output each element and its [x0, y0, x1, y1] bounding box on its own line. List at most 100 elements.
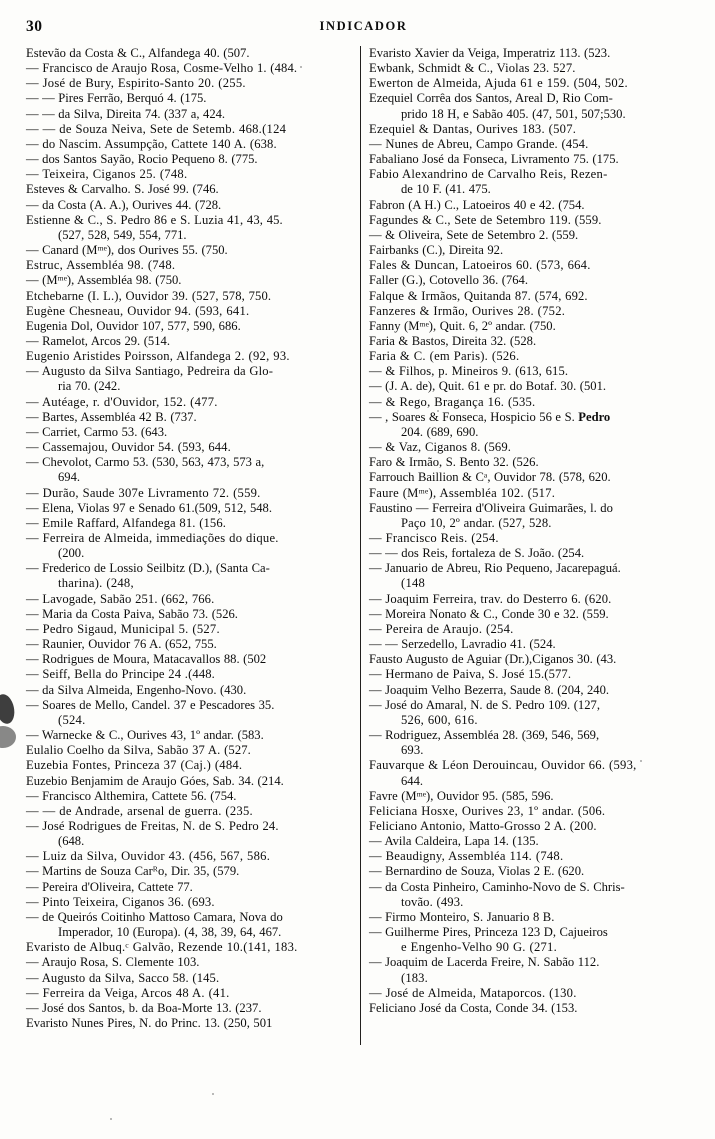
directory-entry: — — Serzedello, Lavradio 41. (524.: [369, 637, 556, 652]
directory-entry: — — dos Reis, fortaleza de S. João. (254…: [369, 546, 585, 561]
directory-entry: Fanzeres & Irmão, Ourives 28. (752.: [369, 303, 566, 318]
directory-entry: (524.: [58, 712, 86, 727]
running-head: 30 INDICADOR: [26, 18, 689, 40]
directory-entry: Fagundes & C., Sete de Setembro 119. (55…: [369, 212, 602, 227]
directory-entry: — Joaquim Ferreira, trav. do Desterro 6.…: [369, 591, 612, 606]
directory-entry: — & Rego, Bragança 16. (535.: [369, 394, 536, 409]
directory-entry: — Raunier, Ouvidor 76 A. (652, 755.: [26, 637, 217, 652]
directory-column-right: Evaristo Xavier da Veiga, Imperatriz 113…: [360, 46, 689, 1101]
directory-entry: Fales & Duncan, Latoeiros 60. (573, 664.: [369, 258, 591, 273]
directory-entry: tharina). (248,: [58, 576, 134, 591]
directory-entry: Eulalio Coelho da Silva, Sabão 37 A. (52…: [26, 743, 251, 758]
directory-entry: 693.: [401, 743, 424, 758]
directory-entry: — Hermano de Paiva, S. José 15.(577.: [369, 667, 572, 682]
scan-speck: [640, 760, 642, 762]
directory-entry: — José de Almeida, Mataporcos. (130.: [369, 985, 577, 1000]
directory-entry: (527, 528, 549, 554, 771.: [58, 227, 187, 242]
directory-entry: Faure (Mᵐᵉ), Assembléa 102. (517.: [369, 485, 556, 500]
directory-entry: — Canard (Mᵐᵉ), dos Ourives 55. (750.: [26, 243, 228, 258]
directory-entry: — Durão, Saude 307e Livramento 72. (559.: [26, 485, 261, 500]
directory-entry: — da Costa (A. A.), Ourives 44. (728.: [26, 197, 222, 212]
directory-entry: — Pinto Teixeira, Ciganos 36. (693.: [26, 894, 215, 909]
directory-entry: — Januario de Abreu, Rio Pequeno, Jacare…: [369, 561, 621, 576]
directory-entry: — Francisco Althemira, Cattete 56. (754.: [26, 788, 237, 803]
directory-entry: Falque & Irmãos, Quitanda 87. (574, 692.: [369, 288, 588, 303]
directory-entry: — José Rodrigues de Freitas, N. de S. Pe…: [26, 818, 279, 833]
directory-entry: — Beaudigny, Assembléa 114. (748.: [369, 849, 564, 864]
directory-entry: Faria & C. (em Paris). (526.: [369, 349, 520, 364]
directory-entry: — Pereira de Araujo. (254.: [369, 621, 514, 636]
directory-entry: — Francisco Reis. (254.: [369, 531, 499, 545]
directory-entry: Eugenia Dol, Ouvidor 107, 577, 590, 686.: [26, 318, 241, 333]
directory-entry: — — da Silva, Direita 74. (337 a, 424.: [26, 106, 226, 121]
directory-entry: — , Soares & Fonseca, Hospicio 56 e S. P…: [369, 409, 611, 424]
directory-entry: — Joaquim Velho Bezerra, Saude 8. (204, …: [369, 682, 610, 697]
directory-entry: — Autéage, r. d'Ouvidor, 152. (477.: [26, 394, 218, 409]
page-number: 30: [26, 18, 43, 35]
directory-entry: — Luiz da Silva, Ouvidor 43. (456, 567, …: [26, 849, 271, 864]
ink-blot: [0, 692, 17, 726]
directory-entry: 644.: [401, 773, 424, 788]
directory-entry: Estienne & C., S. Pedro 86 e S. Luzia 41…: [26, 212, 283, 227]
directory-entry: — Warnecke & C., Ourives 43, 1º andar. (…: [26, 728, 264, 743]
directory-entry: Evaristo Xavier da Veiga, Imperatriz 113…: [369, 46, 611, 60]
directory-entry: Euzebia Fontes, Princeza 37 (Caj.) (484.: [26, 758, 243, 773]
scan-speck: [437, 410, 439, 412]
directory-entry: Ewbank, Schmidt & C., Violas 23. 527.: [369, 61, 576, 76]
directory-entry: Euzebio Benjamim de Araujo Góes, Sab. 34…: [26, 773, 284, 788]
directory-entry: Paço 10, 2º andar. (527, 528.: [401, 515, 552, 530]
directory-entry: — Martins de Souza Carᴿo, Dir. 35, (579.: [26, 864, 240, 879]
directory-entry: Eugenio Aristides Poirsson, Alfandega 2.…: [26, 349, 290, 364]
directory-entry: — (Mᵐᵉ), Assembléa 98. (750.: [26, 273, 182, 288]
directory-entry: — Nunes de Abreu, Campo Grande. (454.: [369, 136, 589, 151]
scan-speck: [212, 1093, 214, 1095]
directory-entry: 526, 600, 616.: [401, 712, 478, 727]
directory-entry: Feliciano José da Costa, Conde 34. (153.: [369, 1000, 578, 1015]
directory-entry: — Soares de Mello, Candel. 37 e Pescador…: [26, 697, 275, 712]
directory-entry: (148: [401, 576, 426, 591]
directory-entry: Feliciana Hosxe, Ourives 23, 1º andar. (…: [369, 803, 606, 818]
directory-entry: — Ferreira da Veiga, Arcos 48 A. (41.: [26, 985, 230, 1000]
directory-entry: — — Pires Ferrão, Berquó 4. (175.: [26, 91, 207, 106]
directory-entry: — — de Souza Neiva, Sete de Setemb. 468.…: [26, 121, 287, 136]
directory-entry: — Pereira d'Oliveira, Cattete 77.: [26, 879, 193, 894]
directory-entry: Favre (Mᵐᵉ), Ouvidor 95. (585, 596.: [369, 788, 554, 803]
directory-entry: — da Costa Pinheiro, Caminho-Novo de S. …: [369, 879, 625, 894]
directory-entry: — de Queirós Coitinho Mattoso Camara, No…: [26, 909, 283, 924]
directory-entry: — Carriet, Carmo 53. (643.: [26, 424, 168, 439]
directory-entry: — & Filhos, p. Mineiros 9. (613, 615.: [369, 364, 569, 379]
ink-blot: [0, 726, 16, 748]
directory-entry: — & Oliveira, Sete de Setembro 2. (559.: [369, 227, 579, 242]
directory-entry: ria 70. (242.: [58, 379, 121, 394]
directory-entry: — Augusto da Silva, Sacco 58. (145.: [26, 970, 220, 985]
directory-entry: — dos Santos Sayão, Rocio Pequeno 8. (77…: [26, 152, 258, 167]
directory-entry: — Pedro Sigaud, Municipal 5. (527.: [26, 621, 220, 636]
directory-entry: — Araujo Rosa, S. Clemente 103.: [26, 955, 200, 970]
directory-entry: Faller (G.), Cotovello 36. (764.: [369, 273, 528, 288]
directory-entry: — José dos Santos, b. da Boa-Morte 13. (…: [26, 1000, 262, 1015]
directory-entry: — Chevolot, Carmo 53. (530, 563, 473, 57…: [26, 455, 265, 470]
directory-entry: Ezequiel Corrêa dos Santos, Areal D, Rio…: [369, 91, 613, 106]
directory-entry: — (J. A. de), Quit. 61 e pr. do Botaf. 3…: [369, 379, 607, 394]
directory-entry: — Rodrigues de Moura, Matacavallos 88. (…: [26, 652, 267, 667]
directory-entry: Evaristo Nunes Pires, N. do Princ. 13. (…: [26, 1016, 273, 1030]
directory-entry: — Teixeira, Ciganos 25. (748.: [26, 167, 188, 182]
directory-entry: Etchebarne (I. L.), Ouvidor 39. (527, 57…: [26, 288, 272, 303]
directory-entry: Fanny (Mᵐᵉ), Quit. 6, 2º andar. (750.: [369, 318, 556, 333]
directory-entry: — Lavogade, Sabão 251. (662, 766.: [26, 591, 215, 606]
directory-entry: — Joaquim de Lacerda Freire, N. Sabão 11…: [369, 955, 600, 970]
directory-entry: e Engenho-Velho 90 G. (271.: [401, 940, 557, 955]
directory-entry: prido 18 H, e Sabão 405. (47, 501, 507;5…: [401, 106, 626, 121]
directory-entry: Fabaliano José da Fonseca, Livramento 75…: [369, 152, 619, 167]
directory-entry: 204. (689, 690.: [401, 424, 479, 439]
directory-entry: — & Vaz, Ciganos 8. (569.: [369, 440, 512, 455]
directory-entry: — — de Andrade, arsenal de guerra. (235.: [26, 803, 253, 818]
running-title: INDICADOR: [319, 19, 408, 33]
directory-entry: Estruc, Assembléa 98. (748.: [26, 258, 176, 273]
directory-entry: — Augusto da Silva Santiago, Pedreira da…: [26, 364, 274, 379]
directory-entry: Ezequiel & Dantas, Ourives 183. (507.: [369, 121, 577, 136]
directory-entry: — Rodriguez, Assembléa 28. (369, 546, 56…: [369, 728, 600, 743]
directory-entry: Feliciano Antonio, Matto-Grosso 2 A. (20…: [369, 818, 597, 833]
directory-entry: — Ferreira de Almeida, immediações do di…: [26, 531, 279, 545]
